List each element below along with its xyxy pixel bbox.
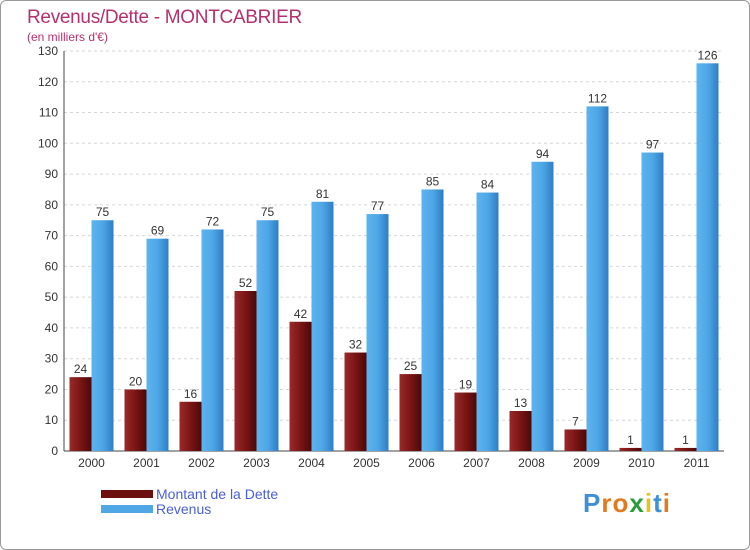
x-tick-label: 2005 — [353, 456, 380, 470]
bar-dette — [289, 321, 312, 451]
x-tick-label: 2007 — [463, 456, 490, 470]
chart-subtitle: (en milliers d'€) — [27, 30, 108, 44]
data-label-revenus: 81 — [316, 187, 330, 201]
x-tick-label: 2002 — [188, 456, 215, 470]
bar-revenus — [421, 189, 444, 451]
bar-revenus — [201, 229, 224, 451]
x-tick-label: 2008 — [518, 456, 545, 470]
bar-revenus — [586, 106, 609, 451]
y-tick-label: 70 — [45, 229, 59, 243]
logo-letter: r — [601, 488, 613, 518]
bar-revenus — [311, 201, 334, 451]
data-label-dette: 25 — [404, 359, 418, 373]
data-label-revenus: 97 — [646, 138, 660, 152]
data-label-revenus: 77 — [371, 199, 385, 213]
x-tick-label: 2000 — [78, 456, 105, 470]
data-label-dette: 16 — [184, 387, 198, 401]
x-tick-label: 2004 — [298, 456, 325, 470]
data-label-dette: 52 — [239, 276, 253, 290]
data-label-revenus: 84 — [481, 178, 495, 192]
bar-dette — [509, 411, 532, 451]
bar-dette — [454, 392, 477, 451]
data-label-dette: 7 — [572, 414, 579, 428]
x-tick-label: 2001 — [133, 456, 160, 470]
bar-dette — [564, 429, 587, 451]
data-label-dette: 19 — [459, 378, 473, 392]
y-tick-label: 40 — [45, 321, 59, 335]
x-tick-label: 2006 — [408, 456, 435, 470]
data-label-revenus: 75 — [96, 205, 110, 219]
logo-letter: P — [583, 488, 602, 518]
y-tick-label: 30 — [45, 352, 59, 366]
data-label-dette: 13 — [514, 396, 528, 410]
bar-dette — [619, 447, 642, 451]
y-tick-label: 100 — [38, 136, 58, 150]
data-label-dette: 42 — [294, 307, 308, 321]
y-tick-label: 90 — [45, 167, 59, 181]
bar-revenus — [641, 152, 664, 452]
chart-title: Revenus/Dette - MONTCABRIER — [27, 7, 302, 28]
logo-letter: o — [612, 488, 630, 518]
logo-letter: t — [653, 488, 663, 518]
bar-dette — [179, 401, 202, 451]
data-label-revenus: 75 — [261, 205, 275, 219]
y-tick-label: 80 — [45, 198, 59, 212]
legend-label-dette: Montant de la Dette — [156, 486, 279, 502]
y-tick-label: 10 — [45, 413, 59, 427]
data-label-revenus: 69 — [151, 224, 165, 238]
x-tick-label: 2009 — [573, 456, 600, 470]
y-tick-label: 20 — [45, 382, 59, 396]
data-label-dette: 32 — [349, 338, 363, 352]
y-tick-label: 130 — [38, 44, 58, 58]
legend-swatch-dette — [101, 490, 153, 498]
logo-letter: i — [662, 488, 671, 518]
x-tick-label: 2003 — [243, 456, 270, 470]
data-label-revenus: 112 — [588, 91, 607, 105]
y-tick-label: 60 — [45, 259, 59, 273]
data-label-revenus: 72 — [206, 214, 220, 228]
bar-revenus — [91, 220, 114, 451]
bar-dette — [674, 447, 697, 451]
bar-dette — [344, 352, 367, 451]
data-label-dette: 20 — [129, 374, 143, 388]
bar-dette — [399, 374, 422, 451]
bar-revenus — [256, 220, 279, 451]
bar-revenus — [366, 214, 389, 451]
y-tick-label: 0 — [51, 444, 58, 458]
logo-letter: i — [644, 488, 654, 518]
data-label-dette: 24 — [74, 362, 88, 376]
bar-dette — [234, 291, 257, 451]
x-tick-label: 2011 — [684, 456, 710, 470]
data-label-revenus: 85 — [426, 174, 440, 188]
data-label-dette: 1 — [627, 433, 634, 447]
bar-revenus — [476, 192, 499, 452]
logo-letter: x — [629, 488, 645, 518]
bar-revenus — [146, 238, 169, 451]
x-tick-label: 2010 — [628, 456, 655, 470]
data-label-revenus: 126 — [697, 48, 717, 62]
proxiti-logo: Proxiti — [583, 488, 671, 519]
bar-revenus — [531, 161, 554, 451]
data-label-revenus: 94 — [536, 147, 550, 161]
bar-dette — [124, 389, 147, 451]
y-tick-label: 50 — [45, 290, 59, 304]
bar-revenus — [696, 63, 719, 452]
y-tick-label: 110 — [39, 106, 58, 120]
legend-swatch-revenus — [101, 505, 153, 513]
y-tick-label: 120 — [38, 75, 58, 89]
data-label-dette: 1 — [682, 433, 689, 447]
legend-label-revenus: Revenus — [156, 501, 212, 517]
plot-area — [64, 51, 724, 451]
bar-dette — [69, 377, 92, 451]
